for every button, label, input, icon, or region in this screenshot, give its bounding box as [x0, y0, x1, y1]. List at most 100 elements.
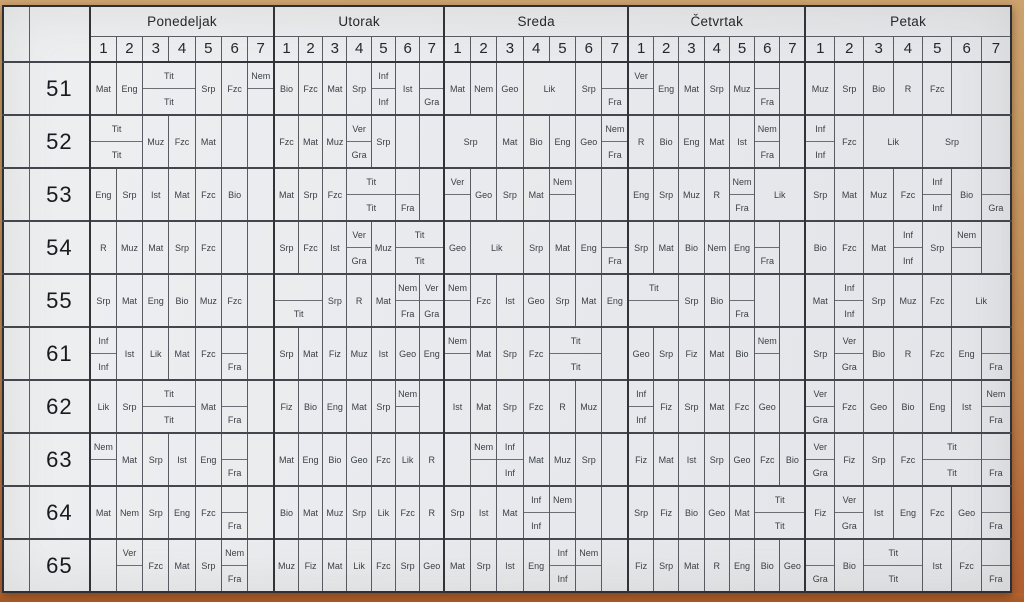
subject-cell: Srp [443, 485, 471, 540]
subject-cell: Srp [804, 326, 836, 381]
subject-cell: Nem [575, 538, 603, 593]
subject-label-bottom: Tit [923, 459, 981, 485]
subject-label: Fiz [280, 401, 293, 412]
subject-label-bottom [576, 565, 601, 591]
split-subject-cell: Nem [755, 329, 779, 379]
subject-cell: Bio [754, 538, 781, 593]
subject-label: Srp [684, 401, 699, 412]
subject-label-bottom [952, 247, 981, 273]
subject-cell: Srp [496, 379, 524, 434]
subject-cell: Mat [678, 538, 705, 593]
subject-label: Mat [812, 295, 828, 306]
empty-cell [754, 273, 781, 328]
subject-label: Srp [944, 136, 959, 147]
split-subject-cell: Inf Inf [372, 64, 395, 114]
subject-cell: Ist [115, 326, 144, 381]
period-header: 2 [834, 35, 865, 63]
subject-label: Eng [899, 507, 916, 518]
subject-label-top [397, 170, 419, 194]
subject-label: Mat [303, 507, 319, 518]
subject-cell: Srp [395, 538, 421, 593]
subject-cell: Fra [980, 538, 1012, 593]
subject-label: Srp [581, 83, 596, 94]
period-header: 5 [728, 35, 756, 63]
subject-cell: Nem [247, 61, 275, 116]
subject-label-top [982, 541, 1010, 565]
subject-label-top: Tit [111, 123, 122, 134]
subject-label-top: Inf [378, 70, 389, 81]
empty-cell [779, 326, 806, 381]
subject-label: Fiz [814, 507, 827, 518]
subject-cell: Bio [168, 273, 196, 328]
subject-label: Fzc [528, 401, 544, 412]
split-subject-cell: Nem [396, 382, 419, 432]
subject-label-bottom: Gra [982, 194, 1010, 220]
subject-label: Mat [709, 136, 725, 147]
subject-label-top [756, 223, 779, 247]
empty-cell [779, 61, 806, 116]
subject-label: Geo [958, 507, 976, 518]
subject-label-top: Nem [732, 176, 752, 187]
subject-label-bottom: Fra [396, 194, 419, 220]
subject-cell: Eng [322, 379, 348, 434]
subject-label: Mat [709, 401, 725, 412]
subject-label: Mat [174, 348, 190, 359]
subject-label: Bio [175, 295, 189, 306]
split-subject-cell: Inf Inf [835, 276, 863, 326]
subject-cell: Muz [322, 485, 348, 540]
subject-cell: Eng [627, 167, 655, 222]
subject-cell: Srp [194, 61, 222, 116]
subject-label: Fiz [635, 560, 648, 571]
subject-cell: R [88, 220, 117, 275]
period-header: 1 [804, 35, 836, 63]
subject-cell: Tit Tit [922, 432, 982, 487]
split-subject-cell: Inf Inf [630, 382, 653, 432]
split-subject-cell: Ver Gra [835, 488, 863, 538]
subject-label: Fiz [635, 454, 648, 465]
subject-cell: Fzc [922, 485, 953, 540]
subject-cell: Srp [115, 167, 144, 222]
period-header: 4 [168, 35, 196, 63]
split-subject-cell: Ver Gra [347, 223, 371, 273]
subject-label: Bio [228, 189, 242, 200]
subject-label: Bio [735, 348, 749, 359]
subject-label: Fzc [376, 454, 391, 465]
empty-cell [247, 432, 275, 487]
subject-cell: R [548, 379, 577, 434]
period-header: 3 [678, 35, 705, 63]
subject-cell: Fra [220, 326, 249, 381]
subject-cell: Lik [522, 61, 577, 116]
subject-cell: Inf Inf [496, 432, 524, 487]
subject-cell: Fzc [922, 61, 953, 116]
subject-cell: Tit [627, 273, 680, 328]
subject-cell: Mat [322, 61, 348, 116]
subject-cell: Lik [395, 432, 421, 487]
subject-label-bottom: Gra [807, 565, 834, 591]
subject-label: Mat [148, 242, 164, 253]
empty-cell [395, 114, 421, 169]
split-subject-cell: Fra [755, 223, 779, 273]
subject-label-top: Inf [844, 282, 855, 293]
subject-cell: Fiz [804, 485, 836, 540]
subject-cell: Lik [863, 114, 924, 169]
subject-cell: Fzc [273, 114, 299, 169]
subject-cell: Muz [322, 114, 348, 169]
subject-label-top: Nem [398, 388, 418, 399]
split-subject-cell: Nem [550, 170, 575, 220]
split-subject-cell: Fra [755, 64, 779, 114]
subject-cell: Srp [522, 220, 550, 275]
subject-cell: Tit Tit [142, 379, 196, 434]
subject-label-bottom [396, 406, 419, 432]
subject-cell: Geo [703, 485, 730, 540]
subject-cell: Muz [728, 61, 756, 116]
subject-label: Geo [501, 83, 519, 94]
subject-label-bottom: Inf [630, 406, 653, 432]
subject-label-top [730, 276, 753, 300]
subject-label: Ist [873, 507, 884, 518]
subject-cell: Mat [863, 220, 894, 275]
subject-cell: Mat [804, 273, 836, 328]
subject-cell: Geo [575, 114, 603, 169]
split-subject-cell: Ver Gra [347, 117, 371, 167]
subject-cell: Tit Tit [754, 485, 806, 540]
subject-label: Geo [733, 454, 751, 465]
